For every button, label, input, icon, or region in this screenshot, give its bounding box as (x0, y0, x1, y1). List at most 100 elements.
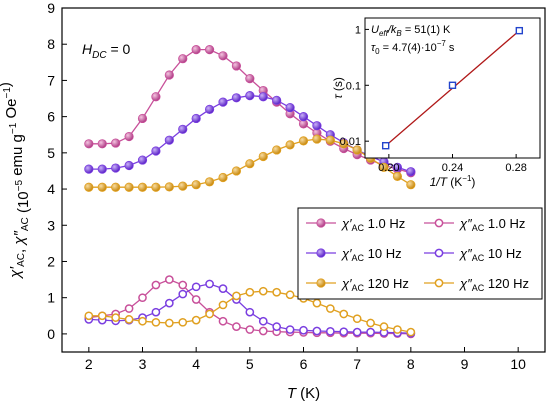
legend-label: χ′AC 120 Hz (341, 276, 409, 293)
data-point (312, 298, 322, 308)
data-point (218, 97, 228, 107)
inset-data-point (381, 141, 390, 150)
data-point (285, 140, 295, 150)
legend-label: χ″AC 120 Hz (459, 276, 529, 293)
data-point (151, 92, 161, 102)
series-4 (84, 134, 416, 192)
data-point (406, 180, 416, 190)
y-axis-title: χ′AC, χ″AC (10−5 emu g−1 Oe−1) (0, 82, 32, 280)
legend-marker (434, 248, 444, 258)
data-point (379, 162, 389, 172)
y-tick-label: 4 (47, 181, 55, 197)
inset-data-point (515, 26, 524, 35)
data-point (245, 307, 255, 317)
inset-ueff-annotation: Ueff/kB = 51(1) K (371, 24, 451, 38)
series-5 (84, 286, 416, 337)
data-point (151, 307, 161, 317)
data-point (339, 139, 349, 149)
data-point (392, 171, 403, 181)
x-tick-label: 2 (85, 356, 93, 372)
x-axis-title: T (K) (287, 385, 320, 402)
data-point (97, 164, 107, 174)
data-point (164, 318, 174, 328)
legend-entry: χ″AC 120 Hz (424, 276, 529, 293)
data-point (191, 282, 201, 292)
inset-x-axis-title: 1/T (K−1) (430, 174, 476, 189)
data-point (151, 146, 161, 156)
data-point (137, 155, 148, 165)
data-point (138, 316, 147, 326)
legend-entry: χ′AC 120 Hz (306, 276, 409, 293)
inset-x-tick-label: 0.28 (505, 162, 526, 174)
data-point (164, 275, 174, 284)
inset-x-tick-label: 0.20 (378, 162, 399, 174)
data-point (124, 182, 134, 192)
data-point (178, 54, 188, 64)
y-tick-label: 7 (47, 72, 55, 88)
data-point (245, 325, 255, 334)
data-point (124, 131, 134, 142)
data-point (178, 317, 188, 327)
data-point (124, 315, 134, 324)
data-point (299, 325, 308, 335)
data-point (298, 112, 309, 122)
legend-entry: χ′AC 10 Hz (306, 246, 402, 263)
data-point (298, 136, 309, 146)
data-point (218, 300, 228, 310)
data-point (258, 326, 268, 336)
data-point (231, 93, 242, 103)
inset-y-axis-title: τ (s) (331, 77, 345, 99)
inset-y-tick-label: 1 (355, 24, 361, 36)
main-plot: 2 3 4 5 6 7 8 9 10 0 1 2 3 4 5 6 7 8 9 T (K) χ′AC, χ″AC (10−… (0, 0, 546, 402)
data-point (205, 309, 214, 319)
x-tick-label: 9 (461, 356, 469, 372)
data-point (178, 289, 188, 299)
data-point (379, 322, 389, 332)
x-tick-label: 4 (192, 356, 200, 372)
data-point (164, 298, 174, 308)
inset-tau0-annotation: τ0 = 4.7(4)·10−7 s (371, 39, 455, 56)
data-point (204, 104, 215, 114)
data-point (137, 113, 148, 124)
data-point (272, 287, 282, 297)
data-point (84, 164, 94, 174)
data-point (393, 325, 402, 334)
legend-entry: χ′AC 1.0 Hz (306, 216, 405, 233)
data-point (245, 91, 255, 101)
y-tick-label: 5 (47, 145, 55, 161)
data-point (178, 181, 188, 191)
data-point (392, 162, 403, 172)
data-point (218, 172, 228, 183)
legend-marker (434, 278, 444, 288)
legend-marker (316, 218, 326, 228)
data-point (84, 182, 94, 192)
data-point (366, 318, 375, 328)
y-tick-label: 9 (47, 0, 55, 16)
data-point (285, 290, 295, 300)
data-point (258, 286, 268, 296)
data-point (366, 327, 375, 337)
data-point (258, 151, 268, 162)
data-point (285, 102, 295, 113)
data-point (352, 314, 362, 324)
data-point (204, 177, 215, 187)
data-point (232, 322, 241, 332)
x-tick-label: 3 (139, 356, 147, 372)
y-tick-label: 0 (47, 326, 55, 342)
data-point (245, 74, 255, 84)
data-point (272, 145, 282, 155)
data-point (164, 182, 174, 192)
data-point (124, 304, 134, 313)
data-point (204, 45, 215, 55)
data-point (339, 327, 349, 337)
data-point (339, 309, 349, 319)
y-tick-label: 1 (47, 290, 55, 306)
data-point (191, 180, 201, 190)
data-point (111, 182, 121, 192)
data-point (97, 311, 107, 321)
data-point (84, 311, 94, 321)
legend-marker (316, 248, 326, 258)
inset-data-point (448, 81, 457, 89)
inset-plot: 0.20 0.24 0.28 0.01 0.1 1 1/T (K−1) τ (s) Ueff/k… (331, 17, 541, 189)
data-point (97, 139, 107, 149)
